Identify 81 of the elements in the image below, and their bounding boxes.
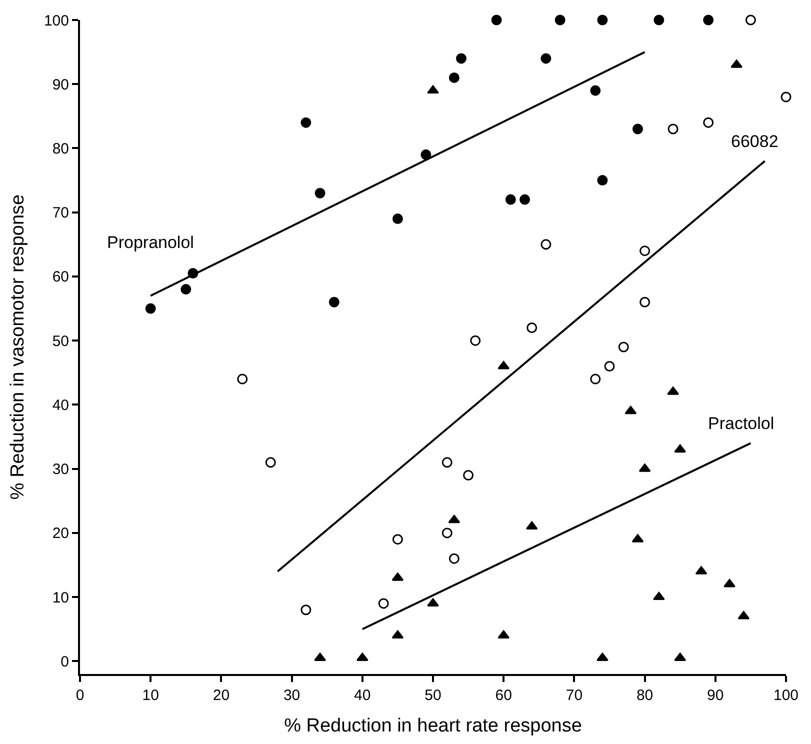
point bbox=[300, 117, 312, 128]
point bbox=[590, 85, 601, 96]
y-axis-title: % Reduction in vasomotor response bbox=[7, 194, 28, 500]
point bbox=[554, 14, 566, 26]
point bbox=[392, 630, 404, 639]
point bbox=[526, 521, 538, 530]
point bbox=[448, 553, 460, 564]
point bbox=[674, 444, 686, 453]
point bbox=[540, 53, 552, 64]
point bbox=[470, 335, 481, 346]
point bbox=[498, 360, 510, 370]
x-axis-title: % Reduction in heart rate response bbox=[284, 715, 582, 736]
point bbox=[237, 374, 248, 384]
point bbox=[463, 470, 474, 480]
point bbox=[420, 149, 432, 160]
series-label: 66082 bbox=[731, 132, 778, 151]
y-tick-label: 40 bbox=[52, 396, 69, 414]
point bbox=[448, 72, 460, 83]
point bbox=[597, 175, 608, 186]
y-tick-label: 80 bbox=[52, 140, 69, 158]
point bbox=[427, 598, 439, 606]
y-tick-label: 50 bbox=[52, 332, 69, 350]
series-label: Practolol bbox=[708, 414, 774, 433]
point bbox=[703, 117, 714, 128]
point bbox=[505, 194, 516, 205]
point bbox=[145, 303, 156, 314]
point bbox=[745, 14, 756, 26]
point bbox=[498, 630, 510, 639]
y-tick-label: 70 bbox=[52, 204, 69, 222]
x-tick-label: 90 bbox=[707, 687, 724, 704]
y-tick-label: 30 bbox=[52, 461, 69, 478]
point bbox=[652, 592, 665, 600]
point bbox=[632, 124, 643, 134]
series-label: Propranolol bbox=[107, 233, 194, 252]
point bbox=[392, 214, 403, 224]
point bbox=[442, 457, 452, 468]
point bbox=[491, 14, 502, 26]
point bbox=[314, 652, 326, 661]
point bbox=[640, 246, 650, 256]
x-tick-label: 0 bbox=[76, 687, 84, 704]
y-tick-label: 20 bbox=[52, 525, 69, 542]
point bbox=[624, 406, 637, 414]
point bbox=[392, 534, 403, 545]
point bbox=[378, 598, 389, 609]
x-tick-label: 80 bbox=[636, 687, 654, 704]
y-tick-label: 10 bbox=[52, 589, 69, 606]
point bbox=[618, 342, 629, 352]
point bbox=[456, 53, 466, 64]
x-tick-label: 10 bbox=[142, 687, 159, 704]
x-tick-label: 70 bbox=[566, 687, 583, 704]
point bbox=[314, 188, 326, 198]
x-tick-label: 50 bbox=[424, 687, 442, 704]
y-tick-label: 60 bbox=[52, 268, 69, 286]
point bbox=[540, 239, 552, 250]
x-tick-label: 100 bbox=[773, 687, 799, 704]
point bbox=[328, 296, 340, 308]
y-tick-label: 0 bbox=[60, 653, 69, 670]
x-tick-label: 30 bbox=[283, 687, 300, 704]
point bbox=[780, 92, 792, 102]
point bbox=[442, 528, 452, 538]
point bbox=[300, 604, 312, 616]
x-tick-label: 60 bbox=[495, 687, 512, 704]
y-tick-label: 90 bbox=[52, 76, 69, 94]
x-tick-label: 20 bbox=[212, 687, 230, 704]
point bbox=[526, 322, 538, 334]
point bbox=[427, 85, 439, 94]
point bbox=[640, 296, 650, 308]
y-tick-label: 100 bbox=[44, 12, 69, 30]
point bbox=[654, 14, 664, 26]
point bbox=[448, 514, 460, 524]
point bbox=[180, 284, 192, 295]
point bbox=[590, 374, 601, 384]
point bbox=[520, 194, 530, 205]
point bbox=[724, 578, 736, 588]
point bbox=[604, 360, 615, 372]
point bbox=[597, 14, 608, 26]
x-tick-label: 40 bbox=[354, 687, 371, 704]
point bbox=[668, 124, 678, 134]
point bbox=[667, 386, 679, 395]
point bbox=[265, 457, 276, 468]
point bbox=[703, 14, 714, 26]
